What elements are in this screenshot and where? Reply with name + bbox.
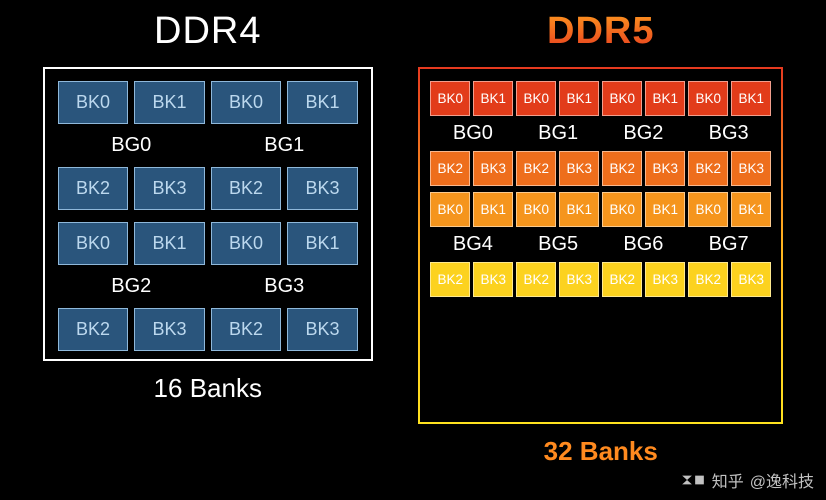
ddr4-bg-label: BG2 <box>55 267 208 306</box>
ddr5-bg-label: BG1 <box>516 122 601 145</box>
ddr4-footer: 16 Banks <box>154 373 262 404</box>
ddr5-bank: BK0 <box>688 192 728 227</box>
ddr5-bank: BK3 <box>645 151 685 186</box>
ddr5-bank-row: BK2BK3BK2BK3BK2BK3BK2BK3 <box>428 151 773 186</box>
ddr5-bank: BK0 <box>430 81 470 116</box>
ddr5-bank: BK2 <box>688 151 728 186</box>
ddr5-bank: BK0 <box>602 81 642 116</box>
ddr4-bank: BK1 <box>287 81 358 124</box>
ddr5-bank: BK0 <box>430 192 470 227</box>
ddr4-bank: BK3 <box>134 167 205 210</box>
ddr4-bank: BK1 <box>287 222 358 265</box>
ddr4-bg1: BK0BK1 BG1 BK2BK3 <box>208 79 361 212</box>
ddr5-bank: BK1 <box>473 81 513 116</box>
ddr5-bg-label: BG6 <box>601 233 686 256</box>
ddr5-bank: BK2 <box>516 151 556 186</box>
ddr5-bg-label: BG2 <box>601 122 686 145</box>
ddr5-bank: BK0 <box>516 81 556 116</box>
ddr4-bg3: BK0BK1 BG3 BK2BK3 <box>208 220 361 353</box>
ddr4-bg-label: BG0 <box>55 126 208 165</box>
ddr5-bg-label-row: BG0BG1BG2BG3 <box>428 116 773 151</box>
diagram-root: DDR4 BK0BK1 BG0 BK2BK3 BK0BK1 BG1 BK2BK3… <box>0 0 826 467</box>
ddr5-bank: BK1 <box>645 192 685 227</box>
ddr5-top-half: BK0BK1BK0BK1BK0BK1BK0BK1 BG0BG1BG2BG3 BK… <box>428 81 773 297</box>
ddr5-bank: BK3 <box>645 262 685 297</box>
ddr5-bank-row: BK0BK1BK0BK1BK0BK1BK0BK1 <box>428 81 773 116</box>
ddr5-bank: BK2 <box>688 262 728 297</box>
ddr5-bank: BK1 <box>559 81 599 116</box>
ddr5-bank: BK1 <box>731 81 771 116</box>
ddr5-bank: BK0 <box>602 192 642 227</box>
ddr5-column: DDR5 BK0BK1BK0BK1BK0BK1BK0BK1 BG0BG1BG2B… <box>418 10 783 467</box>
ddr5-bank: BK3 <box>731 151 771 186</box>
ddr5-bg-label: BG0 <box>430 122 515 145</box>
ddr4-bank: BK1 <box>134 222 205 265</box>
watermark: 知乎 @逸科技 <box>680 468 814 492</box>
ddr4-column: DDR4 BK0BK1 BG0 BK2BK3 BK0BK1 BG1 BK2BK3… <box>43 10 373 467</box>
ddr4-bg-label: BG1 <box>208 126 361 165</box>
ddr4-bank: BK0 <box>211 81 282 124</box>
ddr4-title: DDR4 <box>154 10 261 53</box>
ddr4-bank: BK3 <box>287 308 358 351</box>
ddr5-bank: BK3 <box>731 262 771 297</box>
ddr5-panel: BK0BK1BK0BK1BK0BK1BK0BK1 BG0BG1BG2BG3 BK… <box>418 67 783 424</box>
ddr4-bgrow-top: BK0BK1 BG0 BK2BK3 BK0BK1 BG1 BK2BK3 <box>55 79 361 212</box>
ddr4-bank: BK1 <box>134 81 205 124</box>
ddr5-bg-label-row: BG4BG5BG6BG7 <box>428 227 773 262</box>
ddr5-title: DDR5 <box>547 10 654 53</box>
ddr5-bg-label: BG5 <box>516 233 601 256</box>
ddr4-bank: BK2 <box>211 167 282 210</box>
ddr4-bank: BK0 <box>211 222 282 265</box>
ddr4-bank: BK3 <box>134 308 205 351</box>
ddr5-bank: BK2 <box>516 262 556 297</box>
ddr5-bank: BK3 <box>559 151 599 186</box>
ddr5-bg-label: BG7 <box>686 233 771 256</box>
ddr4-bank: BK3 <box>287 167 358 210</box>
ddr5-bg-label: BG3 <box>686 122 771 145</box>
ddr5-bank: BK3 <box>473 151 513 186</box>
ddr5-bank: BK3 <box>473 262 513 297</box>
ddr5-bank: BK0 <box>516 192 556 227</box>
ddr5-bank: BK1 <box>645 81 685 116</box>
ddr4-bank: BK0 <box>58 222 129 265</box>
ddr5-bank: BK2 <box>602 151 642 186</box>
ddr4-bank: BK2 <box>211 308 282 351</box>
ddr4-bgrow-bottom: BK0BK1 BG2 BK2BK3 BK0BK1 BG3 BK2BK3 <box>55 220 361 353</box>
ddr4-bg0: BK0BK1 BG0 BK2BK3 <box>55 79 208 212</box>
ddr4-bank: BK2 <box>58 167 129 210</box>
watermark-brand: 知乎 <box>712 468 744 492</box>
ddr5-bg-label: BG4 <box>430 233 515 256</box>
ddr5-bank: BK0 <box>688 81 728 116</box>
ddr5-bank: BK1 <box>473 192 513 227</box>
ddr5-footer: 32 Banks <box>544 436 658 467</box>
ddr5-bank: BK2 <box>430 151 470 186</box>
ddr5-bank: BK2 <box>602 262 642 297</box>
watermark-author: @逸科技 <box>750 468 814 492</box>
ddr4-panel: BK0BK1 BG0 BK2BK3 BK0BK1 BG1 BK2BK3 BK0B… <box>43 67 373 361</box>
ddr4-bg2: BK0BK1 BG2 BK2BK3 <box>55 220 208 353</box>
ddr4-bank: BK2 <box>58 308 129 351</box>
ddr5-bank: BK1 <box>559 192 599 227</box>
ddr5-bank-row: BK0BK1BK0BK1BK0BK1BK0BK1 <box>428 192 773 227</box>
zhihu-logo-icon <box>680 473 706 487</box>
ddr5-bank: BK1 <box>731 192 771 227</box>
ddr4-bg-label: BG3 <box>208 267 361 306</box>
ddr5-bank-row: BK2BK3BK2BK3BK2BK3BK2BK3 <box>428 262 773 297</box>
ddr4-bank: BK0 <box>58 81 129 124</box>
ddr5-bank: BK2 <box>430 262 470 297</box>
ddr5-bank: BK3 <box>559 262 599 297</box>
